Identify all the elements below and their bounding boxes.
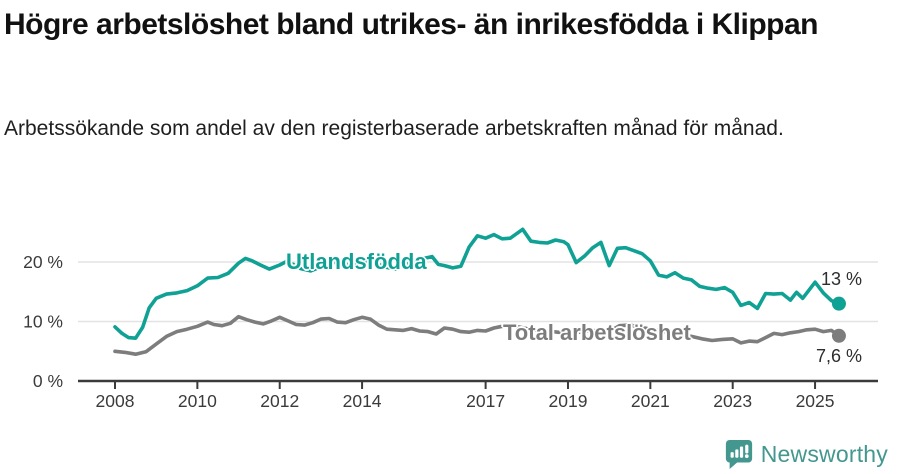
x-tick-label: 2025: [796, 391, 835, 411]
series-end-dot-1: [831, 328, 846, 343]
brand-footer: Newsworthy: [724, 438, 888, 470]
series-line-0: [113, 227, 841, 341]
series-end-dot-0: [831, 296, 846, 311]
x-tick-label: 2012: [260, 391, 299, 411]
series-label-utlandsfodda: Utlandsfödda: [286, 249, 427, 274]
series-line-1: [113, 314, 841, 357]
newsworthy-logo-icon: [724, 438, 754, 470]
end-value-total-arbetsloshet: 7,6 %: [816, 346, 863, 366]
x-tick-label: 2023: [713, 391, 752, 411]
y-tick-label: 10 %: [23, 312, 63, 332]
x-tick-label: 2021: [631, 391, 670, 411]
x-tick-label: 2019: [549, 391, 588, 411]
y-tick-label: 0 %: [33, 371, 63, 391]
x-tick-label: 2008: [96, 391, 135, 411]
chart-subtitle: Arbetssökande som andel av den registerb…: [4, 117, 784, 140]
chart-title: Högre arbetslöshet bland utrikes- än inr…: [4, 8, 819, 41]
series-label-total-arbetsloshet: Total arbetslöshet: [503, 320, 691, 345]
x-tick-label: 2017: [466, 391, 505, 411]
y-tick-label: 20 %: [23, 252, 63, 272]
end-value-utlandsfodda: 13 %: [821, 269, 863, 289]
newsworthy-logo-text: Newsworthy: [760, 440, 888, 467]
x-tick-label: 2010: [178, 391, 217, 411]
x-tick-label: 2014: [343, 391, 382, 411]
